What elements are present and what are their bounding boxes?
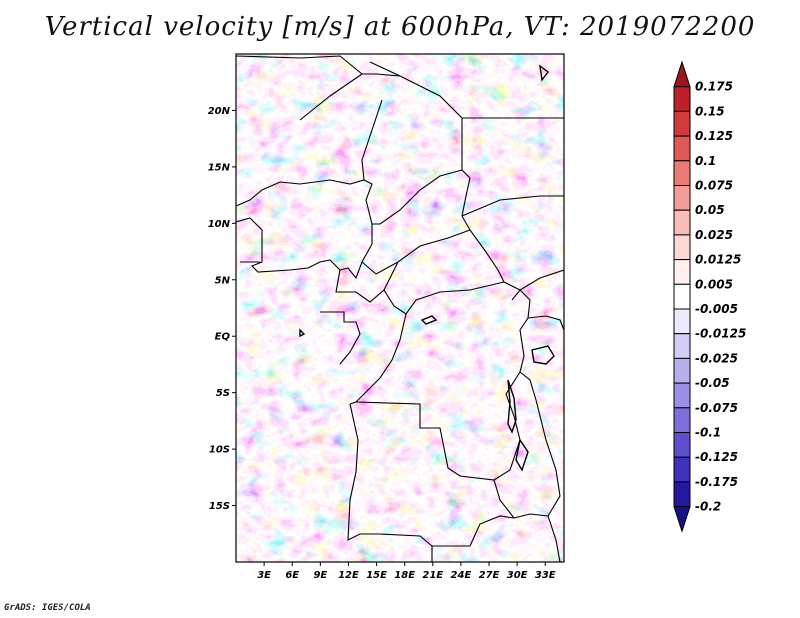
lakes-coast [299, 64, 555, 472]
colorbar-label: -0.2 [695, 500, 721, 514]
colorbar-label: -0.025 [695, 351, 738, 365]
map-frame [235, 53, 565, 563]
lon-tick-label: 27E [479, 570, 500, 581]
colorbar-segment [673, 110, 691, 137]
lat-tick-label: 10N [208, 219, 231, 230]
colorbar-segment [673, 382, 691, 409]
lon-tick-label: 18E [394, 570, 415, 581]
lat-tick-label: 5N [215, 275, 231, 286]
lon-tick-label: 24E [451, 570, 472, 581]
colorbar-label: 0.025 [695, 228, 733, 242]
colorbar-segment [673, 432, 691, 458]
lon-tick-label: 3E [257, 570, 271, 581]
lon-tick-label: 15E [366, 570, 387, 581]
colorbar-label: 0.175 [695, 80, 733, 94]
colorbar-segment [673, 481, 691, 508]
latitude-axis: 20N 15N 10N 5N EQ 5S 10S 15S [208, 106, 236, 512]
colorbar-label: -0.075 [695, 401, 738, 415]
colorbar-label: -0.1 [695, 426, 721, 440]
colorbar-min-arrow [673, 506, 691, 533]
lat-tick-label: 10S [209, 445, 230, 456]
lon-tick-label: 9E [313, 570, 327, 581]
colorbar-segment [673, 407, 691, 433]
colorbar-label: 0.075 [695, 179, 733, 193]
lon-tick-label: 12E [338, 570, 359, 581]
colorbar-segment [673, 160, 691, 187]
lat-tick-label: 15N [208, 162, 231, 173]
lat-tick-label: 20N [208, 106, 231, 117]
colorbar-segment [673, 259, 691, 285]
colorbar-segment [673, 333, 691, 359]
colorbar-segment [673, 209, 691, 236]
colorbar-label: -0.05 [695, 376, 730, 390]
lon-tick-label: 33E [535, 570, 556, 581]
colorbar-segment [673, 308, 691, 335]
colorbar-label: 0.0125 [695, 253, 741, 267]
map-panel: 20N 15N 10N 5N EQ 5S 10S 15S 3E 6E 9E 12E 15E 18E 21E… [208, 53, 565, 581]
lon-tick-label: 21E [422, 570, 443, 581]
longitude-axis: 3E 6E 9E 12E 15E 18E 21E 24E 27E 30E 33E [257, 562, 556, 581]
colorbar-max-arrow [673, 60, 691, 88]
colorbar-label: 0.125 [695, 129, 733, 143]
lat-tick-label: EQ [215, 332, 231, 343]
colorbar-segment [673, 283, 691, 310]
colorbar-segment [673, 86, 691, 112]
colorbar-label: -0.125 [695, 450, 738, 464]
lat-tick-label: 15S [209, 501, 230, 512]
colorbar-segment [673, 135, 691, 162]
chart-title: Vertical velocity [m/s] at 600hPa, VT: 2… [44, 12, 756, 42]
colorbar-segment [673, 357, 691, 384]
country-borders [236, 55, 564, 562]
colorbar-label: -0.175 [695, 475, 738, 489]
lon-tick-label: 6E [285, 570, 299, 581]
grads-credit: GrADS: IGES/COLA [4, 603, 91, 613]
lon-tick-label: 30E [507, 570, 528, 581]
colorbar-segment [673, 185, 691, 211]
colorbar-segment [673, 234, 691, 261]
colorbar-label: 0.005 [695, 277, 733, 291]
colorbar-label: 0.1 [695, 154, 716, 168]
colorbar-label: -0.005 [695, 302, 738, 316]
colorbar-segment [673, 456, 691, 483]
colorbar-label: -0.0125 [695, 327, 746, 341]
lat-tick-label: 5S [216, 388, 230, 399]
colorbar-label: 0.05 [695, 203, 725, 217]
colorbar-label: 0.15 [695, 104, 725, 118]
colorbar: 0.175 0.15 0.125 0.1 0.075 0.05 0.025 0.0125 0.0… [673, 60, 746, 533]
velocity-field [236, 54, 564, 562]
